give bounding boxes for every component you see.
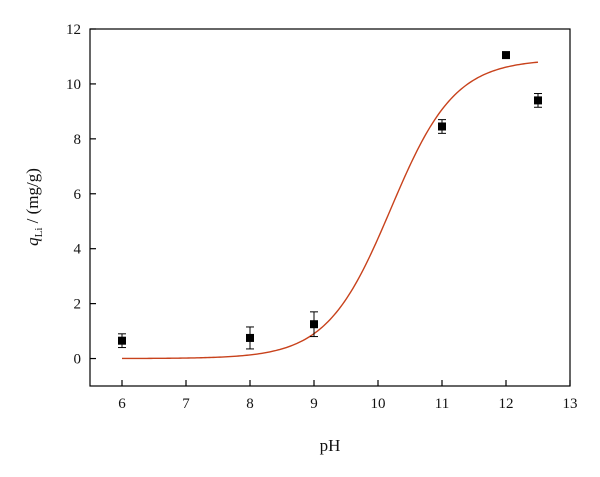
x-tick-label: 12: [499, 396, 514, 412]
x-tick-label: 10: [371, 396, 386, 412]
y-tick-label: 12: [66, 22, 81, 38]
y-tick-label: 0: [74, 352, 82, 368]
y-axis-ticks: 0 2 4 6 8 10 12: [66, 22, 96, 368]
y-tick-label: 8: [74, 132, 82, 148]
y-tick-label: 6: [74, 187, 82, 203]
y-axis-label-subscript: Li: [33, 228, 45, 238]
y-tick-label: 10: [66, 77, 81, 93]
data-point: [310, 311, 318, 338]
data-points: [118, 51, 542, 350]
data-point: [438, 119, 446, 134]
data-point: [246, 326, 254, 350]
y-axis-label-unit: / (mg/g): [23, 168, 42, 228]
square-marker: [534, 96, 542, 105]
square-marker: [246, 333, 254, 342]
square-marker: [502, 51, 510, 60]
plot-area: [89, 28, 571, 387]
x-axis-ticks: 6 7 8 9 10 11 12 13: [118, 380, 578, 412]
x-tick-label: 9: [310, 396, 318, 412]
y-axis-label-symbol: q: [23, 237, 42, 246]
y-axis-label: qLi / (mg/g): [23, 168, 45, 246]
y-tick-label: 4: [74, 242, 82, 258]
x-tick-label: 8: [246, 396, 254, 412]
fit-curve: [122, 61, 539, 360]
square-marker: [438, 122, 446, 131]
x-tick-label: 7: [182, 396, 190, 412]
x-tick-label: 11: [435, 396, 449, 412]
data-point: [534, 93, 542, 108]
plot-frame: [89, 28, 571, 387]
square-marker: [310, 320, 318, 329]
x-tick-label: 13: [563, 396, 578, 412]
x-axis-label: pH: [320, 436, 341, 455]
y-tick-label: 2: [74, 297, 82, 313]
data-point: [502, 51, 510, 60]
data-point: [118, 333, 126, 349]
x-tick-label: 6: [118, 396, 126, 412]
fit-line: [122, 61, 539, 360]
square-marker: [118, 336, 126, 345]
